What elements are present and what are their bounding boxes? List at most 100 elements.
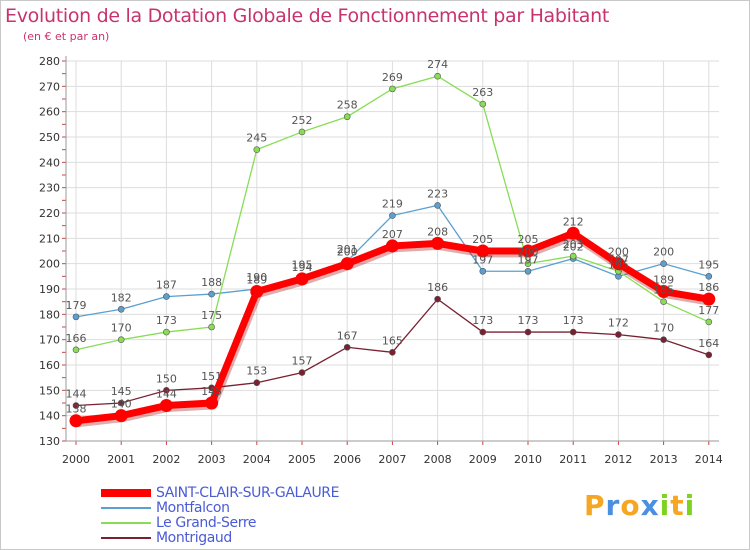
y-tick-label: 250: [39, 131, 60, 144]
series-point: [524, 267, 532, 275]
series-point: [705, 273, 713, 280]
series-point: [253, 379, 261, 387]
series-point: [705, 351, 713, 359]
data-label: 166: [66, 332, 87, 345]
legend-label: Montrigaud: [156, 530, 232, 546]
data-label: 269: [382, 71, 403, 84]
data-label: 165: [382, 334, 403, 347]
series-point: [117, 336, 125, 343]
series-point: [660, 260, 667, 267]
series-point: [295, 272, 309, 286]
x-tick-label: 2013: [650, 453, 678, 466]
series-point: [431, 236, 445, 250]
series-point: [479, 100, 487, 108]
series-point: [660, 298, 667, 305]
series-point: [389, 85, 396, 93]
data-label: 153: [246, 365, 267, 378]
legend-swatch: [101, 489, 151, 497]
data-label: 200: [337, 246, 358, 259]
data-label: 173: [472, 314, 493, 327]
data-label: 200: [653, 246, 674, 259]
y-tick-label: 270: [39, 80, 60, 93]
logo-letter: r: [605, 489, 621, 522]
x-tick-label: 2004: [243, 453, 271, 466]
data-label: 197: [518, 253, 539, 266]
series-point: [660, 336, 667, 343]
data-label: 140: [111, 398, 132, 411]
series-point: [569, 328, 577, 336]
data-label: 195: [292, 258, 313, 271]
legend-label: Montfalcon: [156, 500, 230, 516]
series-point: [72, 346, 80, 354]
series-point: [479, 267, 487, 275]
data-label: 195: [608, 258, 629, 271]
data-label: 202: [563, 241, 584, 254]
y-tick-label: 180: [39, 308, 60, 321]
y-tick-label: 200: [39, 258, 60, 271]
data-label: 138: [66, 403, 87, 416]
y-tick-label: 230: [39, 182, 60, 195]
logo-letter: t: [670, 489, 685, 522]
legend-swatch: [101, 507, 151, 509]
series-point: [705, 318, 713, 326]
y-tick-label: 140: [39, 410, 60, 423]
data-label: 207: [382, 228, 403, 241]
series-point: [434, 72, 441, 80]
data-label: 205: [518, 233, 539, 246]
series-point: [117, 305, 125, 313]
data-label: 200: [518, 246, 539, 259]
x-tick-label: 2012: [604, 453, 632, 466]
series-point: [657, 285, 671, 299]
x-tick-label: 2011: [559, 453, 587, 466]
series-point: [389, 349, 396, 356]
series-point: [524, 260, 532, 267]
data-label: 175: [201, 309, 222, 322]
y-tick-label: 190: [39, 283, 60, 296]
y-tick-label: 220: [39, 207, 60, 220]
data-label: 258: [337, 99, 358, 112]
data-label: 187: [156, 279, 177, 292]
data-label: 170: [653, 322, 674, 335]
data-label: 144: [66, 388, 87, 401]
x-tick-label: 2006: [333, 453, 361, 466]
series-point: [114, 409, 128, 423]
series-point: [479, 328, 487, 336]
data-label: 145: [111, 385, 132, 398]
series-point: [72, 313, 80, 321]
series-point: [389, 212, 396, 219]
data-label: 194: [292, 261, 313, 274]
x-tick-label: 2001: [107, 453, 135, 466]
data-label: 252: [292, 114, 313, 127]
data-label: 172: [608, 317, 629, 330]
data-label: 245: [246, 132, 267, 145]
series-point: [117, 399, 125, 407]
data-label: 170: [111, 322, 132, 335]
legend-label: SAINT-CLAIR-SUR-GALAURE: [156, 485, 340, 501]
series-point: [205, 396, 219, 410]
data-label: 188: [201, 276, 222, 289]
series-point: [208, 290, 215, 298]
data-label: 201: [337, 243, 358, 256]
data-label: 190: [246, 271, 267, 284]
logo-letter: i: [659, 489, 671, 522]
logo-letter: P: [584, 489, 606, 522]
logo-letter: i: [684, 489, 696, 522]
chart-title: Evolution de la Dotation Globale de Fonc…: [5, 5, 610, 27]
series-point: [476, 244, 490, 258]
x-tick-label: 2009: [469, 453, 497, 466]
data-label: 173: [156, 314, 177, 327]
series-point: [702, 292, 716, 306]
series-point: [163, 328, 170, 336]
series-point: [566, 226, 580, 240]
series-point: [298, 128, 306, 136]
x-tick-label: 2007: [378, 453, 406, 466]
series-point: [569, 252, 577, 260]
x-tick-label: 2014: [695, 453, 723, 466]
x-tick-label: 2005: [288, 453, 316, 466]
y-tick-label: 130: [39, 435, 60, 448]
data-label: 274: [427, 58, 448, 71]
data-label: 195: [698, 258, 719, 271]
series-point: [434, 202, 441, 209]
series-point: [611, 257, 625, 271]
legend-swatch: [101, 522, 151, 524]
